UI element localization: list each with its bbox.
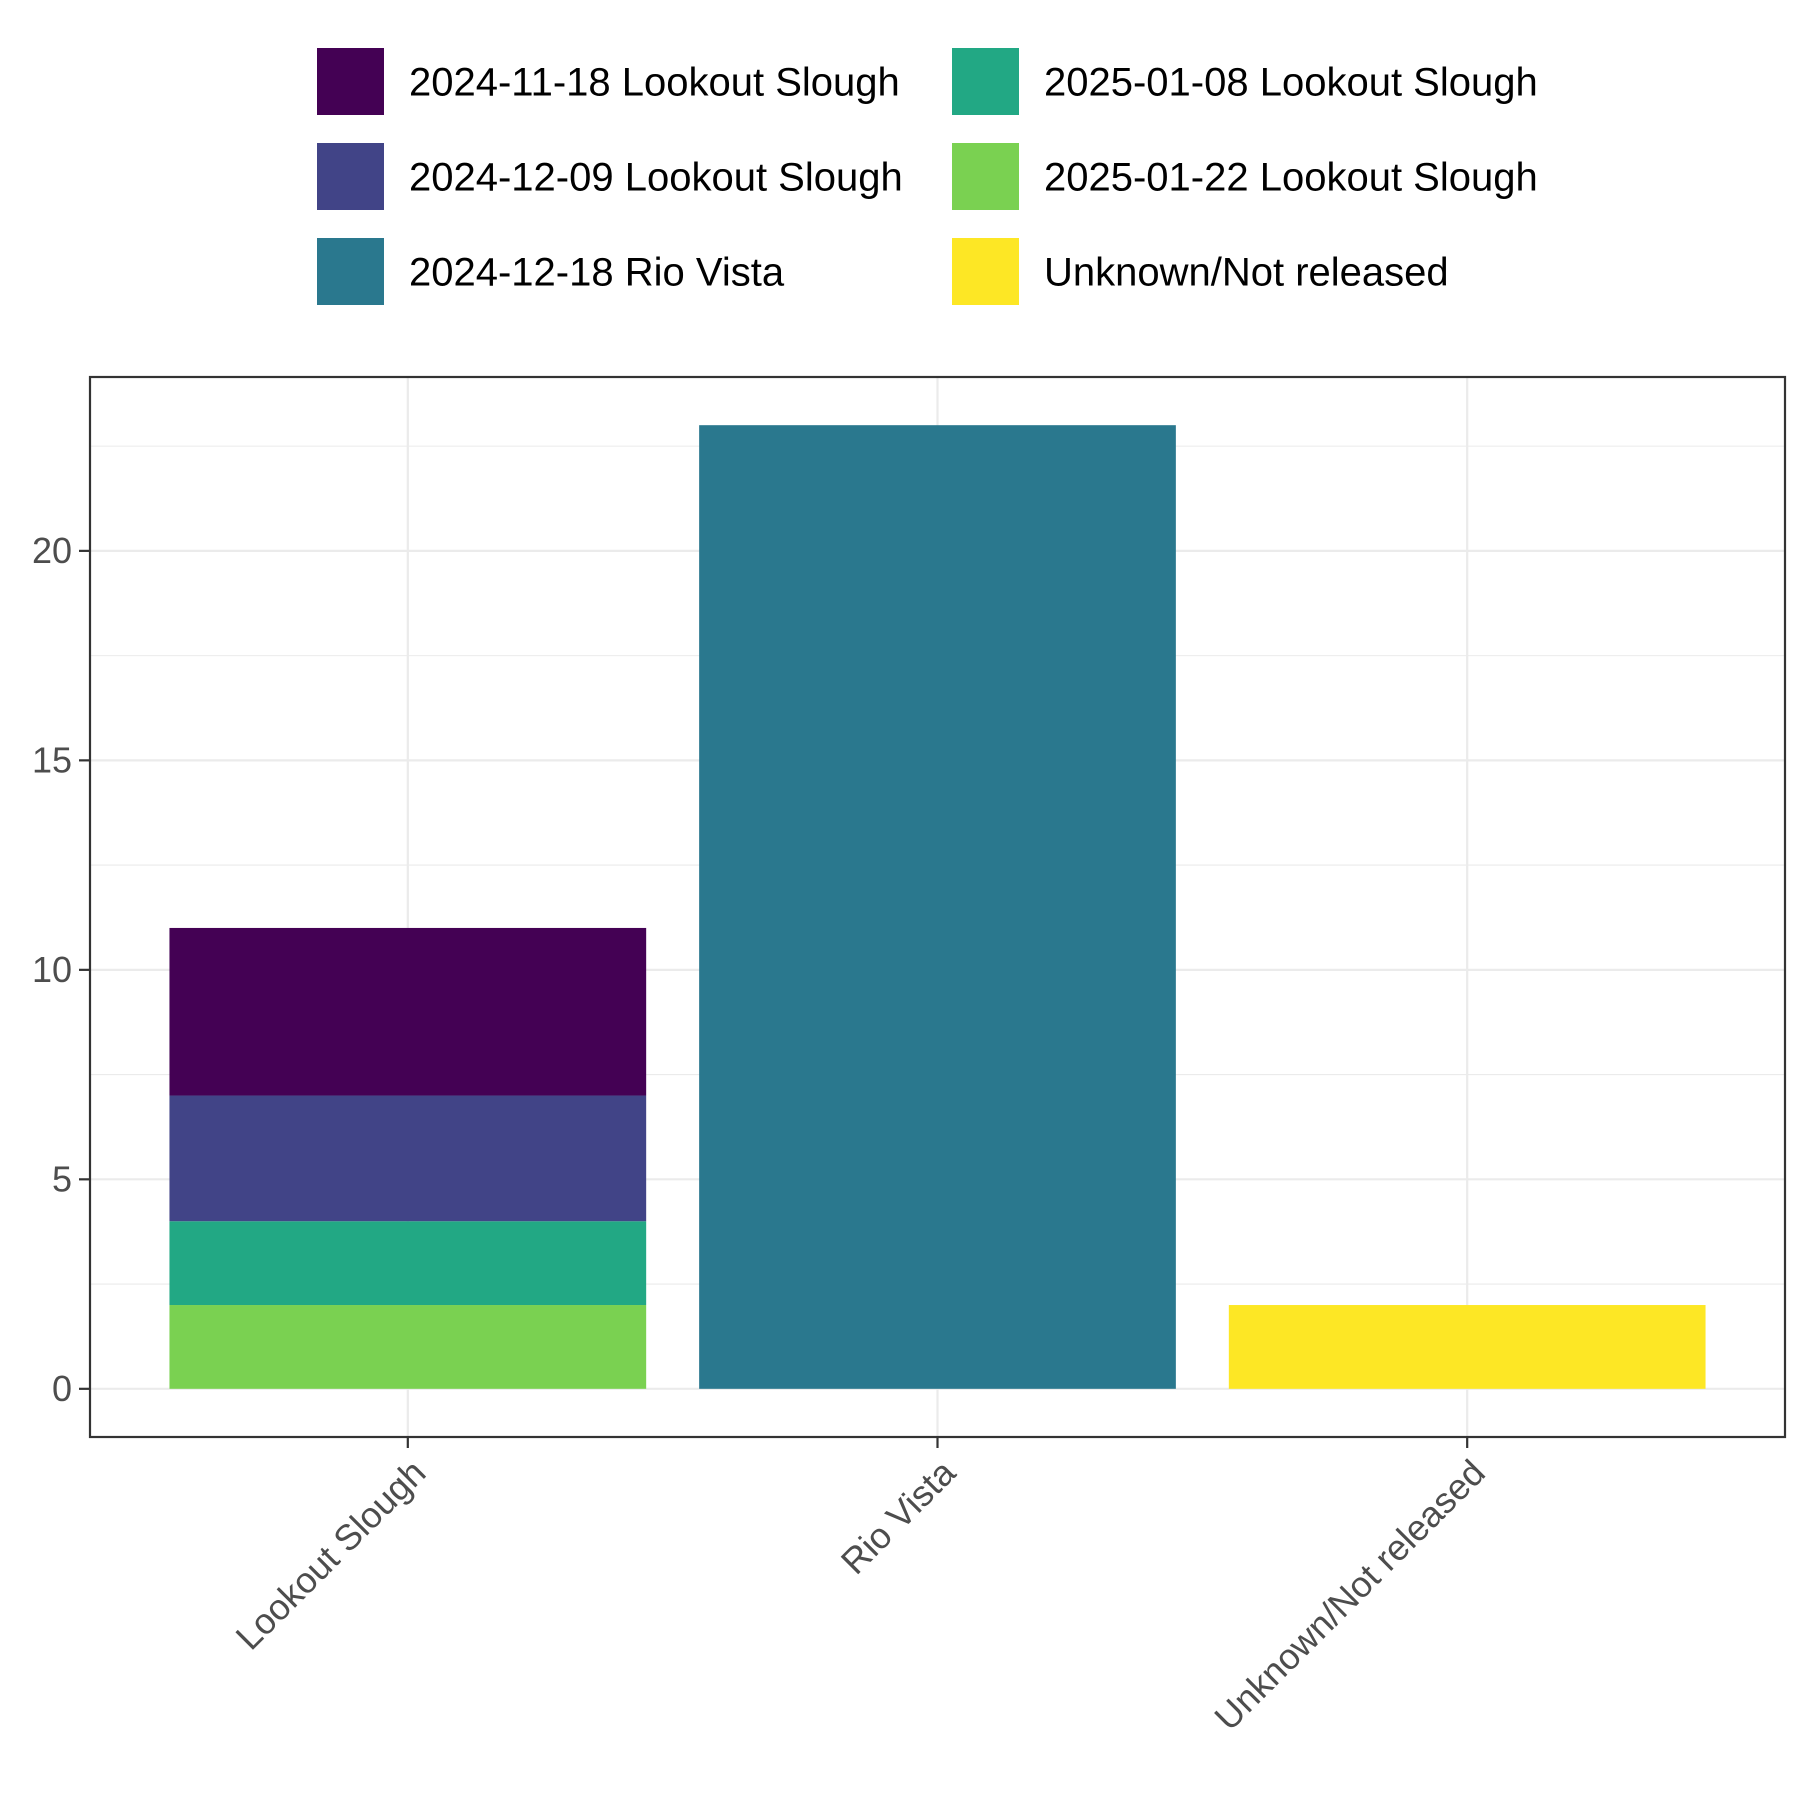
legend-label: Unknown/Not released [1044, 251, 1449, 295]
bar-segment [169, 1305, 647, 1389]
legend-label: 2025-01-22 Lookout Slough [1044, 156, 1538, 200]
legend-item: 2024-11-18 Lookout Slough [317, 48, 900, 115]
legend-item: Unknown/Not released [952, 238, 1449, 305]
legend-label: 2024-12-09 Lookout Slough [409, 156, 903, 200]
x-tick-label: Unknown/Not released [1206, 1452, 1493, 1739]
legend-swatch [317, 143, 384, 210]
bar-segment [169, 927, 647, 1096]
legend: 2024-11-18 Lookout Slough 2024-12-09 Look… [317, 48, 1538, 305]
bar-segment [699, 425, 1176, 1389]
legend-swatch [317, 48, 384, 115]
legend-swatch [317, 238, 384, 305]
y-axis: 0 5 10 15 20 [32, 530, 90, 1409]
bar-segment [169, 1221, 647, 1306]
x-axis: Lookout Slough Rio Vista Unknown/Not relea… [228, 1437, 1493, 1738]
y-tick-label: 15 [32, 739, 72, 780]
y-tick-label: 20 [32, 530, 72, 571]
x-tick-label: Lookout Slough [228, 1452, 434, 1658]
y-tick-label: 10 [32, 949, 72, 990]
legend-item: 2024-12-09 Lookout Slough [317, 143, 903, 210]
y-tick-label: 5 [52, 1158, 72, 1199]
bars [169, 425, 1706, 1389]
bar-segment [1228, 1305, 1706, 1389]
legend-label: 2024-12-18 Rio Vista [409, 251, 785, 295]
bar-segment [169, 1095, 647, 1222]
legend-swatch [952, 48, 1019, 115]
legend-item: 2025-01-22 Lookout Slough [952, 143, 1538, 210]
legend-item: 2024-12-18 Rio Vista [317, 238, 785, 305]
legend-label: 2024-11-18 Lookout Slough [409, 61, 900, 105]
legend-label: 2025-01-08 Lookout Slough [1044, 61, 1538, 105]
y-tick-label: 0 [52, 1368, 72, 1409]
legend-item: 2025-01-08 Lookout Slough [952, 48, 1538, 115]
plot-panel [88, 375, 1787, 1439]
legend-swatch [952, 238, 1019, 305]
legend-swatch [952, 143, 1019, 210]
x-tick-label: Rio Vista [833, 1451, 964, 1582]
